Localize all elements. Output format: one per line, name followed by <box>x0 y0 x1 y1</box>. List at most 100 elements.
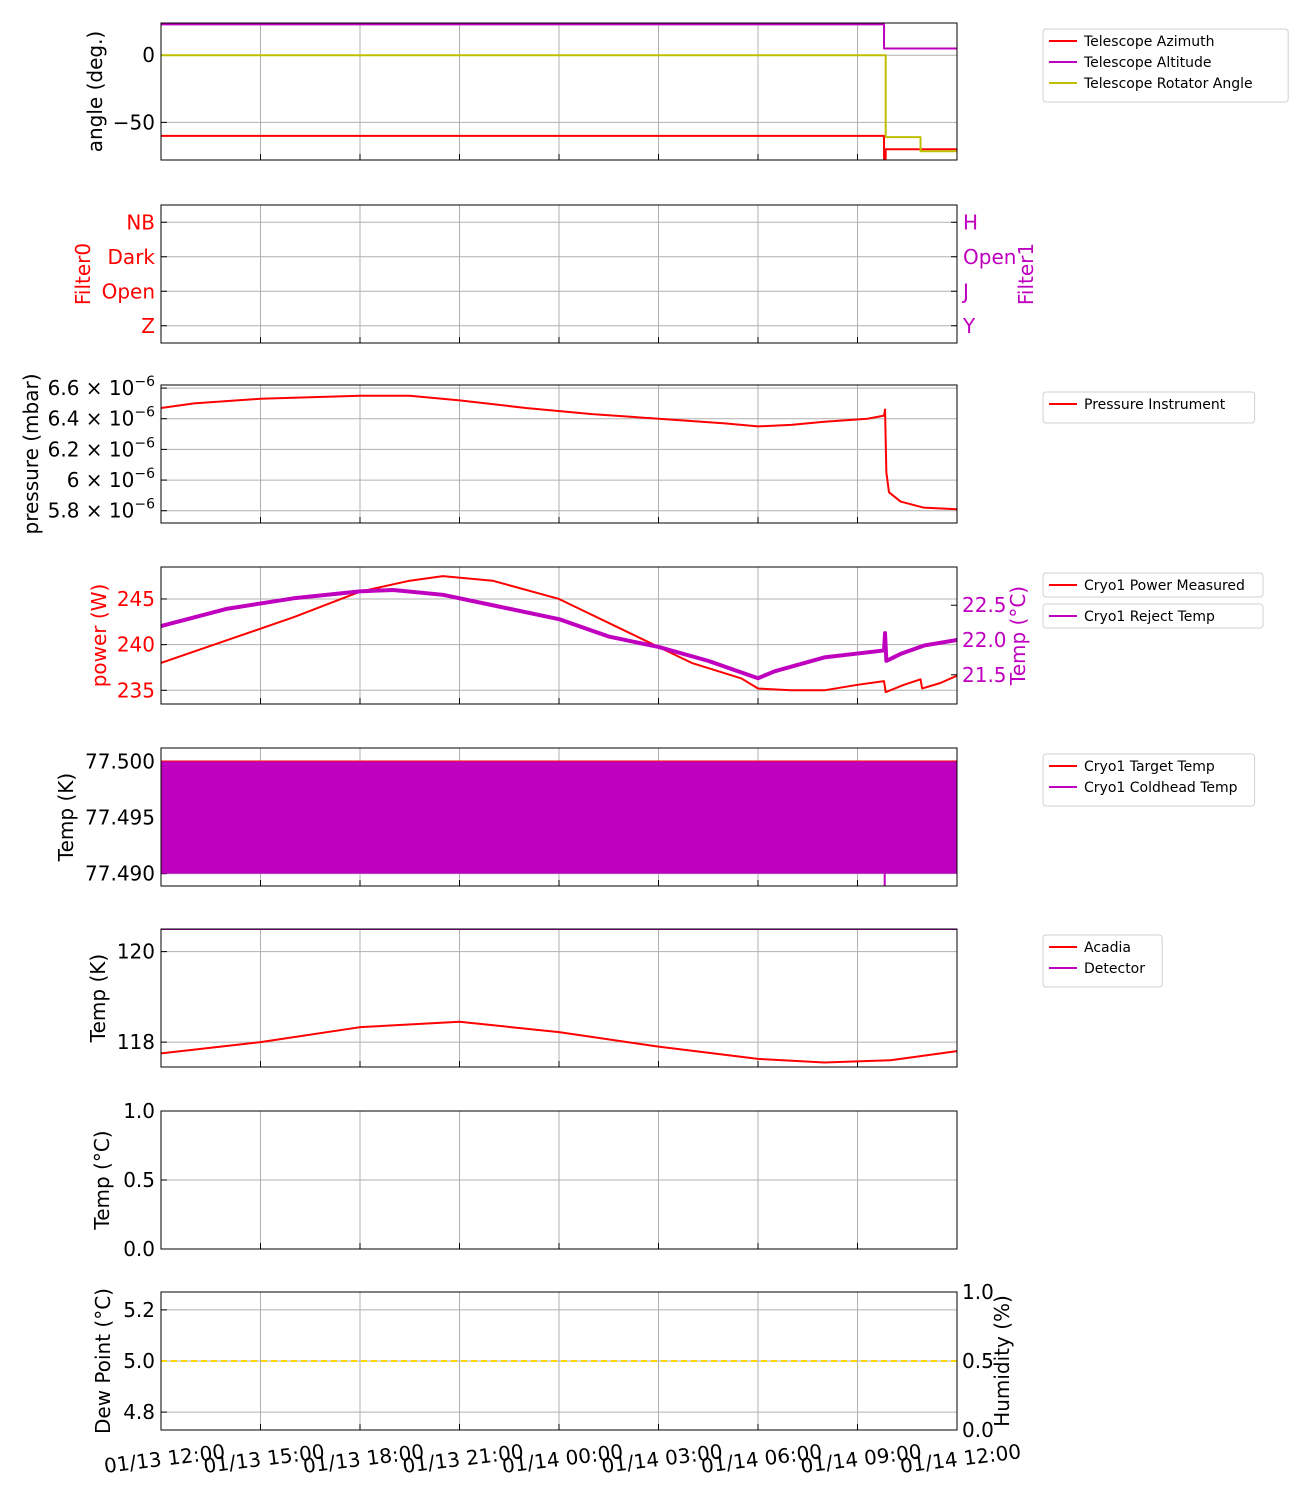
series-group <box>161 760 957 886</box>
y-tick-label-right: 0.5 <box>962 1349 994 1373</box>
y-tick-base: 10 <box>109 499 134 523</box>
y-tick-exponent: −6 <box>134 466 155 482</box>
series-group <box>161 394 957 511</box>
y-tick-label: 6.2 × 10−6 <box>48 435 155 461</box>
legend-label: Detector <box>1084 961 1145 977</box>
y-tick-label: 6.6 × 10−6 <box>48 374 155 400</box>
y-tick-label: NB <box>126 210 155 234</box>
panel-weather: 5.2 5.0 4.8 1.0 0.5 0.0 Dew Point (°C) Humidity… <box>91 1280 1014 1442</box>
y-tick-label: Z <box>141 314 155 338</box>
panel-cryo-temp: 77.500 77.495 77.490 Temp (K) Cryo1 Target T… <box>54 747 1256 887</box>
y-tick-mantissa: 6.4 <box>48 407 80 431</box>
y-tick-exponent: −6 <box>134 405 155 421</box>
legend-label: Cryo1 Target Temp <box>1084 759 1215 775</box>
y-tick-exponent: −6 <box>134 435 155 451</box>
y-tick-label: 6.4 × 10−6 <box>48 405 155 431</box>
y-axis-label: Temp (K) <box>86 954 110 1043</box>
y-axis-label: Temp (K) <box>54 773 78 862</box>
legend-label: Telescope Azimuth <box>1083 34 1214 50</box>
axes-frame <box>160 204 958 344</box>
y-tick-label: 120 <box>117 940 155 964</box>
legend-label: Pressure Instrument <box>1084 397 1226 413</box>
y-axis-label-right: Filter1 <box>1014 243 1038 305</box>
y-tick-times: × <box>79 376 108 400</box>
y-tick-label: −50 <box>113 110 155 134</box>
axes-frame <box>160 1291 958 1431</box>
y-axis-label: Filter0 <box>71 243 95 305</box>
y-tick-label: 77.490 <box>85 862 155 886</box>
legend-box <box>1042 572 1264 598</box>
y-tick-times: × <box>79 468 108 492</box>
y-tick-label: 0.0 <box>123 1237 155 1261</box>
legend-label: Cryo1 Power Measured <box>1084 578 1245 594</box>
panel-pressure: 6.6 × 10−66.4 × 10−66.2 × 10−66 × 10−65.… <box>19 373 1256 535</box>
legend-box <box>1042 603 1264 629</box>
axes-frame <box>160 1110 958 1250</box>
panel-cryo-power: 245 240 235 22.5 22.0 21.5 power (W) Temp (°C) C… <box>87 566 1264 705</box>
series-coldhead-temp <box>161 761 957 874</box>
y-tick-mantissa: 6 <box>67 468 80 492</box>
y-tick-base: 10 <box>109 376 134 400</box>
y-tick-label: 4.8 <box>123 1400 155 1424</box>
series-group <box>161 929 957 1064</box>
y-tick-label-right: 1.0 <box>962 1280 994 1304</box>
series-group <box>161 575 957 694</box>
series-telescope-rotator-angle <box>161 54 957 153</box>
y-tick-label: 1.0 <box>123 1099 155 1123</box>
y-tick-label-right: 21.5 <box>962 663 1007 687</box>
y-tick-label: 118 <box>117 1030 155 1054</box>
y-tick-label: 6 × 10−6 <box>67 466 155 492</box>
y-axis-label: Dew Point (°C) <box>91 1288 115 1434</box>
y-tick-label: 245 <box>117 587 155 611</box>
axes-frame <box>160 747 958 887</box>
y-axis-label: angle (deg.) <box>83 31 107 153</box>
series-pressure-instrument <box>161 394 957 511</box>
axes-frame <box>160 384 958 524</box>
legend-label: Cryo1 Reject Temp <box>1084 609 1215 625</box>
y-tick-label: 5.0 <box>123 1349 155 1373</box>
series-telescope-altitude <box>161 23 957 50</box>
panel-filters: Z Y Open J Dark Open NB H Filter0 Filter1 <box>71 204 1038 344</box>
y-tick-base: 10 <box>109 468 134 492</box>
y-tick-base: 10 <box>109 407 134 431</box>
y-tick-label: 240 <box>117 633 155 657</box>
y-tick-label-right: Open <box>963 245 1016 269</box>
series-telescope-azimuth <box>161 134 957 160</box>
y-axis-label: pressure (mbar) <box>19 373 43 534</box>
panel-detector: 120 118 Temp (K) Acadia Detector <box>86 928 1163 1068</box>
y-tick-label: Dark <box>108 245 156 269</box>
y-tick-exponent: −6 <box>134 374 155 390</box>
y-axis-label: power (W) <box>87 584 111 688</box>
legend-label: Acadia <box>1084 940 1131 956</box>
legend-label: Cryo1 Coldhead Temp <box>1084 780 1238 796</box>
y-tick-label-right: J <box>961 279 969 303</box>
y-tick-times: × <box>79 437 108 461</box>
y-tick-label: Open <box>102 279 155 303</box>
y-tick-label-right: H <box>963 210 978 234</box>
y-tick-label-right: 22.0 <box>962 628 1007 652</box>
y-tick-exponent: −6 <box>134 497 155 513</box>
legend-label: Telescope Altitude <box>1083 55 1212 71</box>
y-tick-label: 0 <box>142 43 155 67</box>
y-axis-label-right: Humidity (%) <box>990 1295 1014 1427</box>
y-tick-label-right: 22.5 <box>962 593 1007 617</box>
y-tick-label: 5.8 × 10−6 <box>48 497 155 523</box>
y-tick-label-right: 0.0 <box>962 1418 994 1442</box>
series-group <box>161 23 957 160</box>
y-tick-mantissa: 6.6 <box>48 376 80 400</box>
series-acadia <box>161 1020 957 1064</box>
y-tick-mantissa: 6.2 <box>48 437 80 461</box>
y-tick-label: 235 <box>117 678 155 702</box>
axes-frame <box>160 22 958 161</box>
legend-box <box>1042 391 1256 424</box>
series-cryo1-reject-temp <box>161 587 957 681</box>
legend-box <box>1042 753 1256 807</box>
panel-ambient: 1.0 0.5 0.0 Temp (°C) <box>90 1099 958 1261</box>
y-tick-times: × <box>79 407 108 431</box>
y-tick-base: 10 <box>109 437 134 461</box>
y-tick-times: × <box>79 499 108 523</box>
y-axis-label-right: Temp (°C) <box>1006 586 1030 686</box>
